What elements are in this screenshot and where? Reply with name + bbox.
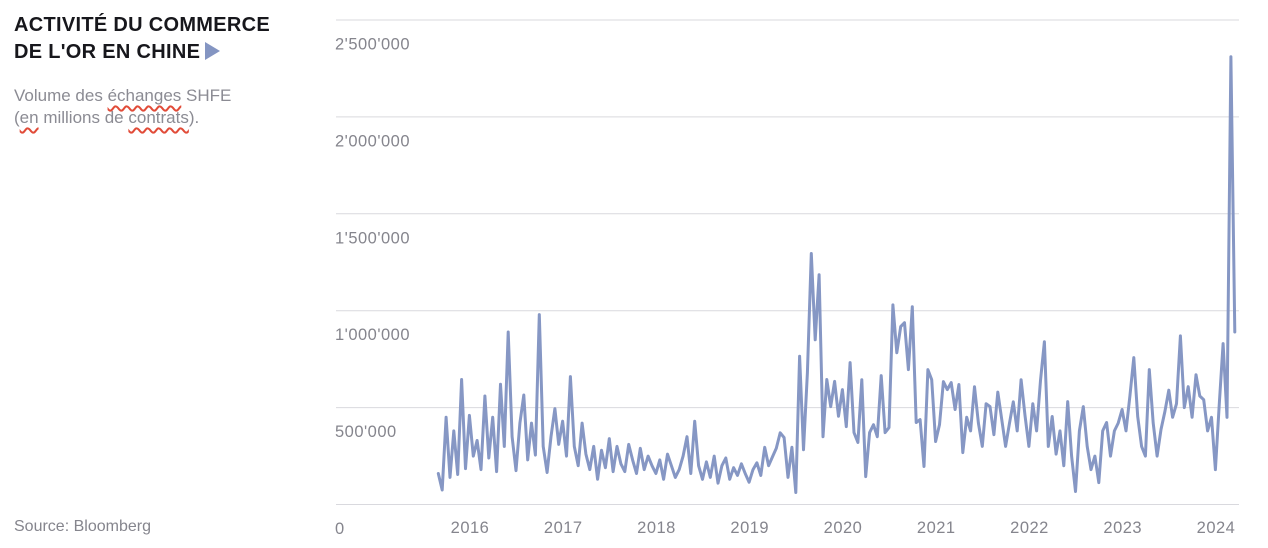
misspelled-word: contrats xyxy=(128,108,189,127)
x-axis-tick-label: 2020 xyxy=(824,519,863,537)
subtitle-text: ). xyxy=(188,108,200,127)
x-axis-tick-label: 2023 xyxy=(1103,519,1142,537)
source-label: Source: Bloomberg xyxy=(14,518,151,535)
y-axis-tick-label: 0 xyxy=(335,520,345,538)
x-axis-tick-label: 2024 xyxy=(1197,519,1236,537)
chart-title: ACTIVITÉ DU COMMERCE DE L'OR EN CHINE xyxy=(14,12,270,66)
x-axis-tick-label: 2019 xyxy=(730,519,769,537)
chart-subtitle-line2: (en millions de contrats). xyxy=(14,107,231,129)
y-axis-tick-label: 2'000'000 xyxy=(335,132,410,150)
subtitle-text: SHFE xyxy=(181,86,232,105)
x-axis-tick-label: 2021 xyxy=(917,519,956,537)
y-axis-tick-label: 1'500'000 xyxy=(335,229,410,247)
chart-title-line2: DE L'OR EN CHINE xyxy=(14,39,270,66)
y-axis-tick-label: 500'000 xyxy=(335,423,397,441)
subtitle-text: ( xyxy=(14,108,20,127)
x-axis-tick-label: 2017 xyxy=(544,519,583,537)
volume-series-line xyxy=(436,55,1237,494)
subtitle-text: millions de xyxy=(38,108,129,127)
x-axis-tick-label: 2016 xyxy=(451,519,490,537)
chart-subtitle: Volume des échanges SHFE (en millions de… xyxy=(14,85,231,129)
play-triangle-icon xyxy=(205,42,221,60)
chart-subtitle-line1: Volume des échanges SHFE xyxy=(14,85,231,107)
subtitle-text: Volume des xyxy=(14,86,108,105)
chart-title-line1: ACTIVITÉ DU COMMERCE xyxy=(14,14,270,36)
y-axis-tick-label: 2'500'000 xyxy=(335,36,410,54)
misspelled-word: en xyxy=(19,108,39,127)
misspelled-word: échanges xyxy=(107,86,182,105)
x-axis-tick-label: 2018 xyxy=(637,519,676,537)
y-axis-tick-label: 1'000'000 xyxy=(335,326,410,344)
x-axis-tick-label: 2022 xyxy=(1010,519,1049,537)
